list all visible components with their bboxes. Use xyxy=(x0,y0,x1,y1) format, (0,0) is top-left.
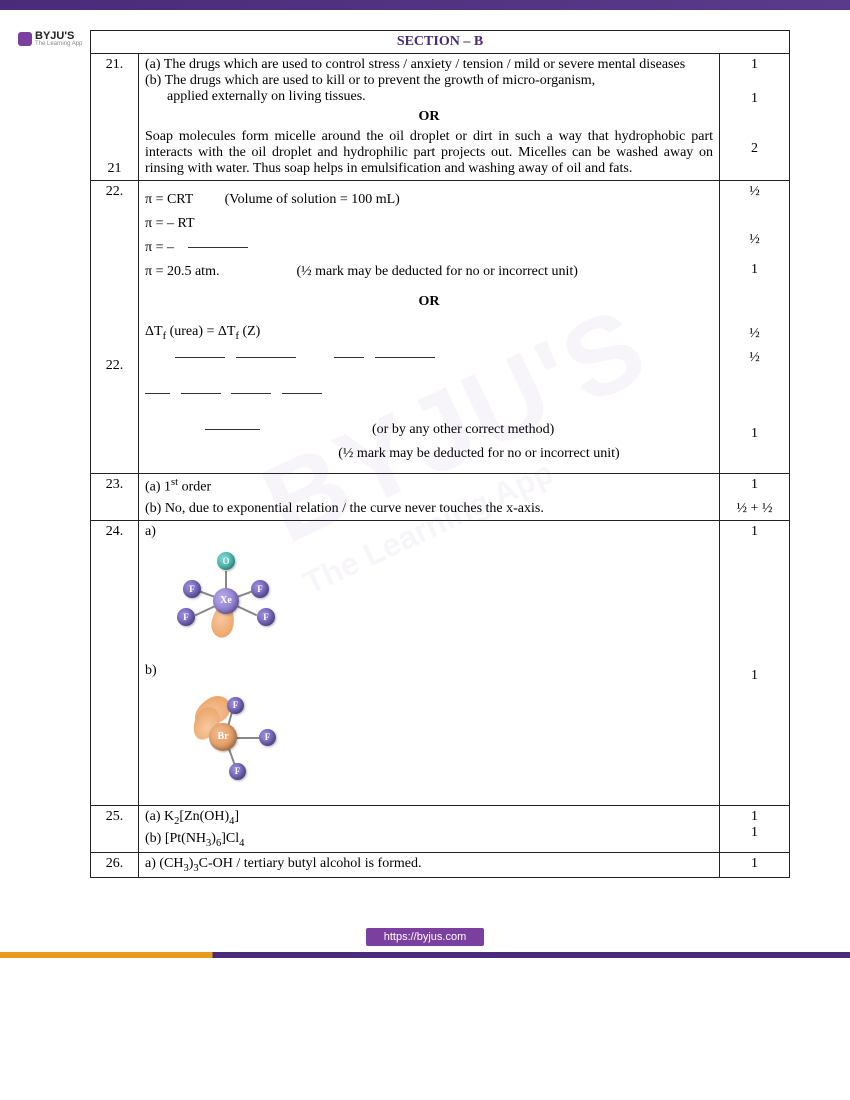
text: ]Cl xyxy=(221,831,239,846)
q23-a-sup: st xyxy=(171,477,178,488)
q22-l1: π = CRT xyxy=(145,192,193,207)
q22-alt-note1: (or by any other correct method) xyxy=(372,422,554,437)
atom-f: F xyxy=(177,608,195,626)
brand-tagline: The Learning App xyxy=(35,41,82,47)
atom-xe: Xe xyxy=(213,588,239,614)
q22-alt-number: 22. xyxy=(97,358,132,374)
text: ] xyxy=(234,809,239,824)
q22-l4-note: (½ mark may be deducted for no or incorr… xyxy=(296,264,577,279)
q22-mark-4: ½ xyxy=(726,326,783,342)
q22-mark-2: ½ xyxy=(726,232,783,248)
atom-f: F xyxy=(259,729,276,746)
q23-number: 23. xyxy=(91,473,139,521)
row-q25: 25. (a) K2[Zn(OH)4] (b) [Pt(NH3)6]Cl4 1 … xyxy=(91,806,790,853)
q21-or: OR xyxy=(145,109,713,125)
q22-l2: π = – RT xyxy=(145,216,713,232)
q22-mark-3: 1 xyxy=(726,262,783,278)
row-q21: 21. 21 (a) The drugs which are used to c… xyxy=(91,54,790,181)
molecule-xeof4: O F F F F Xe xyxy=(165,544,295,659)
answers-table: SECTION – B 21. 21 (a) The drugs which a… xyxy=(90,30,790,878)
q25-mark-b: 1 xyxy=(726,825,783,841)
q22-alt-l1c: (Z) xyxy=(239,324,260,339)
q22-l4: π = 20.5 atm. xyxy=(145,264,219,279)
q21-b-indent: applied externally on living tissues. xyxy=(145,89,713,105)
q24-mark-b: 1 xyxy=(726,668,783,684)
atom-f: F xyxy=(229,763,246,780)
blank-line xyxy=(145,393,170,394)
q21-mark-b: 1 xyxy=(726,91,783,107)
atom-f: F xyxy=(251,580,269,598)
q23-a: (a) 1 xyxy=(145,479,171,494)
q25-mark-a: 1 xyxy=(726,809,783,825)
q23-mark-a: 1 xyxy=(726,477,783,493)
q26-a: a) (CH xyxy=(145,856,184,871)
q25-number: 25. xyxy=(91,806,139,853)
text: C-OH / tertiary butyl alcohol is formed. xyxy=(199,856,422,871)
q22-alt-l1b: (urea) = ΔT xyxy=(166,324,235,339)
footer: https://byjus.com xyxy=(0,928,850,946)
q21-a: (a) The drugs which are used to control … xyxy=(145,57,713,73)
atom-f: F xyxy=(257,608,275,626)
bottom-bar xyxy=(0,952,850,958)
blank-line xyxy=(205,429,260,430)
q21-alt-number: 21 xyxy=(97,161,132,177)
q22-l1-note: (Volume of solution = 100 mL) xyxy=(225,192,400,207)
q22-alt-note2: (½ mark may be deducted for no or incorr… xyxy=(145,446,713,462)
q24-number: 24. xyxy=(91,521,139,806)
blank-line xyxy=(231,393,271,394)
q21-mark-alt: 2 xyxy=(726,141,783,157)
q22-mark-1: ½ xyxy=(726,184,783,200)
footer-url[interactable]: https://byjus.com xyxy=(366,928,485,946)
q24-b-label: b) xyxy=(145,663,713,679)
row-q23: 23. (a) 1st order (b) No, due to exponen… xyxy=(91,473,790,521)
row-q22: 22. 22. π = CRT (Volume of solution = 10… xyxy=(91,181,790,474)
q21-number: 21. xyxy=(97,57,132,73)
blank-line xyxy=(181,393,221,394)
q22-mark-5: ½ xyxy=(726,350,783,366)
q23-a-tail: order xyxy=(178,479,211,494)
page-content: SECTION – B 21. 21 (a) The drugs which a… xyxy=(0,10,850,908)
q24-mark-a: 1 xyxy=(726,524,783,540)
section-header-row: SECTION – B xyxy=(91,31,790,54)
blank-line xyxy=(188,247,248,248)
row-q26: 26. a) (CH3)3C-OH / tertiary butyl alcoh… xyxy=(91,853,790,878)
atom-f: F xyxy=(227,697,244,714)
q24-a-label: a) xyxy=(145,524,713,540)
q22-alt-l1a: ΔT xyxy=(145,324,163,339)
blank-line xyxy=(236,357,296,358)
blank-line xyxy=(375,357,435,358)
top-bar xyxy=(0,0,850,10)
blank-line xyxy=(282,393,322,394)
molecule-brf3: F F F Br xyxy=(165,683,295,798)
sub: 4 xyxy=(239,838,244,849)
brand-logo: BYJU'S The Learning App xyxy=(18,30,82,47)
atom-o: O xyxy=(217,552,235,570)
q22-or: OR xyxy=(145,294,713,310)
text: [Zn(OH) xyxy=(179,809,229,824)
q23-mark-b: ½ + ½ xyxy=(726,501,783,517)
q21-mark-a: 1 xyxy=(726,57,783,73)
q21-b-lead: (b) The drugs which are used to kill or … xyxy=(145,73,713,89)
section-header: SECTION – B xyxy=(91,31,790,54)
atom-f: F xyxy=(183,580,201,598)
blank-line xyxy=(334,357,364,358)
blank-line xyxy=(175,357,225,358)
q21-alt: Soap molecules form micelle around the o… xyxy=(145,129,713,177)
logo-mark-icon xyxy=(18,32,32,46)
q22-l3: π = – xyxy=(145,240,174,255)
q22-number: 22. xyxy=(97,184,132,200)
q25-a: (a) K xyxy=(145,809,174,824)
q26-number: 26. xyxy=(91,853,139,878)
q23-b: (b) No, due to exponential relation / th… xyxy=(145,501,713,517)
atom-br: Br xyxy=(209,723,237,751)
row-q24: 24. a) O F F F F Xe b) xyxy=(91,521,790,806)
q25-b: (b) [Pt(NH xyxy=(145,831,206,846)
q26-mark-a: 1 xyxy=(720,853,790,878)
q22-mark-6: 1 xyxy=(726,426,783,442)
